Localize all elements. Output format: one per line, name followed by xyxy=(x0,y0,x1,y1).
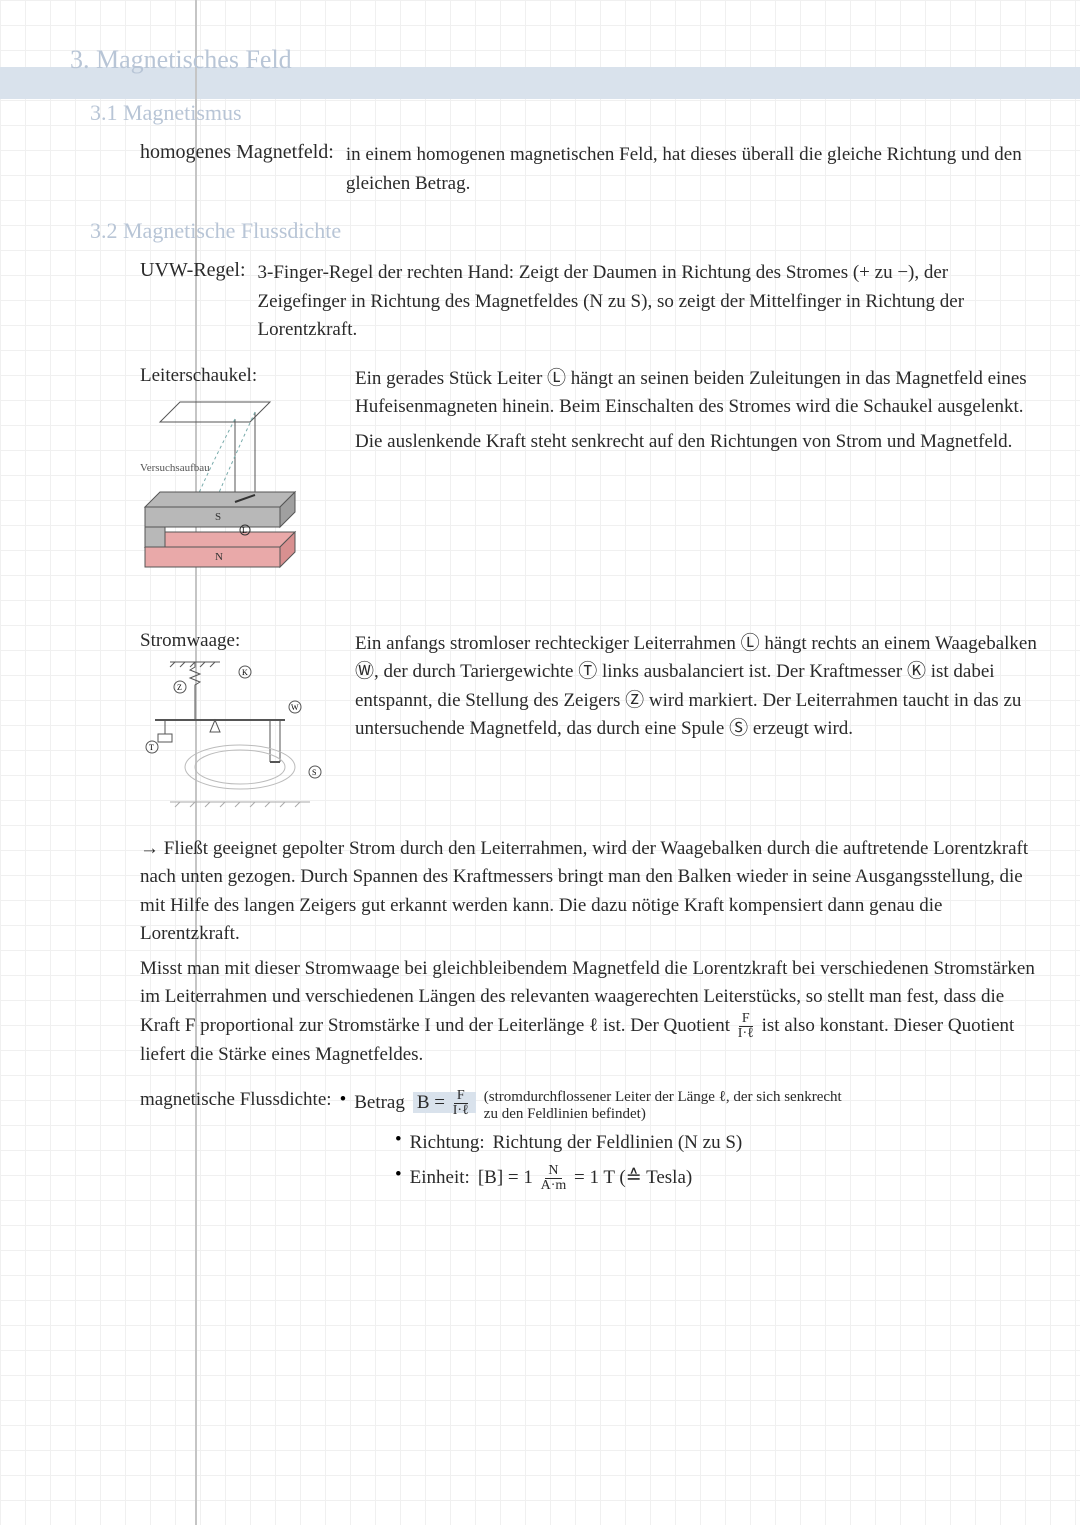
leiterschaukel-text-2: Die auslenkende Kraft steht senkrecht au… xyxy=(355,428,1040,457)
svg-text:Z: Z xyxy=(177,683,182,692)
svg-text:S: S xyxy=(312,768,316,777)
label-l: L xyxy=(242,526,247,535)
def-homogenes-magnetfeld: in einem homogenen magnetischen Feld, ha… xyxy=(346,141,1040,198)
section-3-1-title: 3.1 Magnetismus xyxy=(90,100,1040,126)
term-flussdichte: magnetische Flussdichte: xyxy=(140,1089,332,1111)
label-richtung: Richtung: xyxy=(410,1129,485,1158)
def-uvw-regel: 3-Finger-Regel der rechten Hand: Zeigt d… xyxy=(258,259,1040,345)
term-homogenes-magnetfeld: homogenes Magnetfeld: xyxy=(140,141,334,164)
svg-text:K: K xyxy=(242,668,248,677)
leiterschaukel-text-1: Ein gerades Stück Leiter Ⓛ hängt an sein… xyxy=(355,365,1040,422)
svg-text:T: T xyxy=(149,743,154,752)
text-richtung: Richtung der Feldlinien (N zu S) xyxy=(493,1129,743,1158)
svg-text:W: W xyxy=(291,703,299,712)
formula-betrag: B = FI·ℓ xyxy=(413,1089,476,1118)
term-leiterschaukel: Leiterschaukel: xyxy=(140,365,340,387)
leiterschaukel-caption: Versuchsaufbau xyxy=(140,462,210,474)
bullet-icon: • xyxy=(395,1129,402,1151)
stromwaage-text-2: → Fließt geeignet gepolter Strom durch d… xyxy=(140,835,1040,949)
stromwaage-text-3: Misst man mit dieser Stromwaage bei glei… xyxy=(140,955,1040,1070)
label-einheit: Einheit: xyxy=(410,1164,470,1193)
bullet-icon: • xyxy=(395,1164,402,1186)
label-n: N xyxy=(215,551,223,563)
note-betrag: (stromdurchflossener Leiter der Länge ℓ,… xyxy=(484,1089,844,1123)
label-s: S xyxy=(215,511,221,523)
term-uvw-regel: UVW-Regel: xyxy=(140,259,246,282)
bullet-icon: • xyxy=(340,1089,347,1111)
stromwaage-text-1: Ein anfangs stromloser rechteckiger Leit… xyxy=(355,630,1040,744)
section-3-2-title: 3.2 Magnetische Flussdichte xyxy=(90,218,1040,244)
formula-einheit: [B] = 1 NA·m = 1 T (≙ Tesla) xyxy=(478,1164,692,1193)
chapter-title: 3. Magnetisches Feld xyxy=(70,40,1040,80)
term-stromwaage: Stromwaage: xyxy=(140,630,340,652)
stromwaage-diagram: K Z W T xyxy=(140,652,340,825)
leiterschaukel-diagram: S N L Versuchsaufbau xyxy=(140,387,340,590)
label-betrag: Betrag xyxy=(354,1089,405,1118)
